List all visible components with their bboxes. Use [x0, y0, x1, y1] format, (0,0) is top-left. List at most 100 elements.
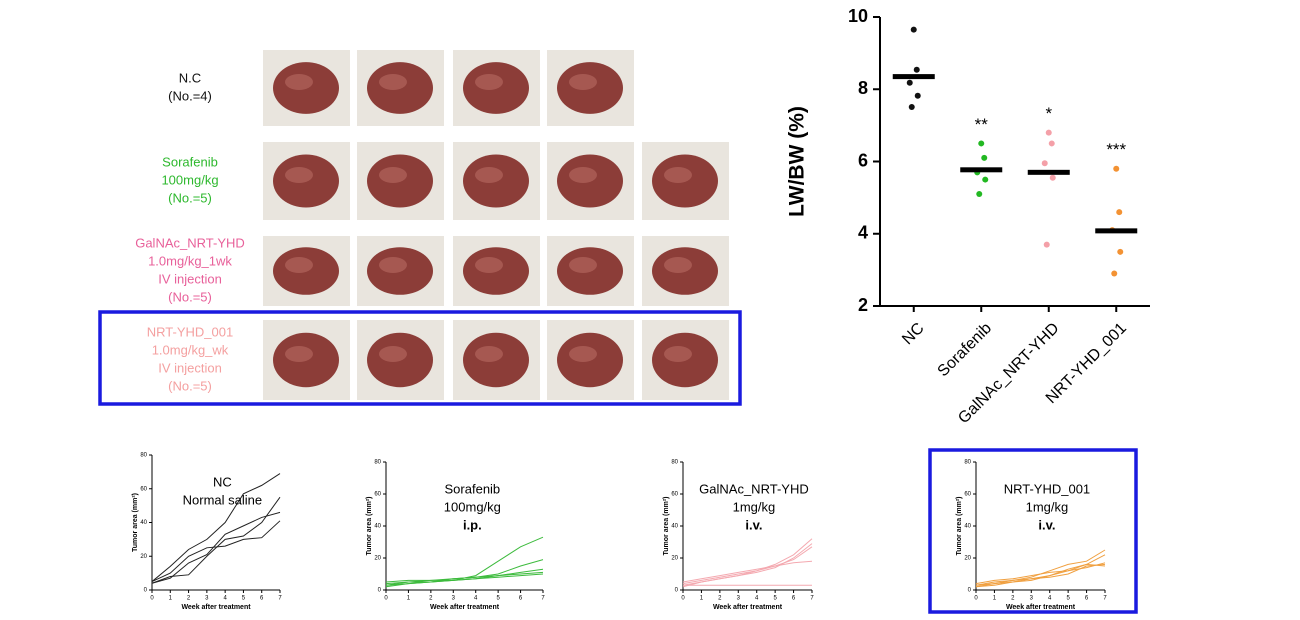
- series-line: [682, 543, 813, 586]
- y-tick-label: 20: [374, 556, 381, 562]
- liver-highlight: [569, 167, 597, 183]
- x-tick-label: 2: [718, 596, 722, 602]
- y-tick-label: 60: [671, 492, 678, 498]
- row-label: IV injection: [158, 360, 222, 375]
- liver-highlight: [664, 346, 692, 362]
- dot: [1113, 165, 1120, 172]
- dot: [906, 79, 913, 86]
- x-tick-label: NC: [899, 320, 927, 348]
- annotation: NC: [213, 474, 232, 489]
- y-tick-label: 2: [858, 295, 868, 315]
- series-line: [385, 571, 544, 583]
- series-line: [385, 568, 544, 586]
- dot: [982, 176, 989, 183]
- y-tick-label: 8: [858, 78, 868, 98]
- liver-highlight: [569, 74, 597, 90]
- x-tick-label: 0: [681, 596, 685, 602]
- annotation: NRT-YHD_001: [1004, 481, 1090, 496]
- x-tick-label: 5: [1066, 596, 1070, 602]
- annotation: i.v.: [1038, 517, 1055, 532]
- y-tick-label: 40: [671, 524, 678, 530]
- y-tick-label: 0: [378, 588, 382, 594]
- dot: [914, 92, 921, 99]
- y-tick-label: 80: [964, 460, 971, 466]
- x-tick-label: 1: [169, 596, 173, 602]
- dot: [976, 191, 983, 198]
- x-tick-label: 3: [205, 596, 209, 602]
- y-tick-label: 60: [374, 492, 381, 498]
- row-label: (No.=4): [168, 88, 212, 103]
- liver-highlight: [475, 257, 503, 273]
- x-tick-label: 0: [384, 596, 388, 602]
- dot: [1045, 129, 1052, 136]
- y-tick-label: 80: [140, 453, 147, 459]
- dot: [981, 154, 988, 161]
- row-label: NRT-YHD_001: [147, 324, 233, 339]
- row-label: 1.0mg/kg_1wk: [148, 253, 232, 268]
- annotation: 100mg/kg: [444, 499, 501, 514]
- series-line: [975, 549, 1106, 588]
- row-label: (No.=5): [168, 378, 212, 393]
- row-label: GalNAc_NRT-YHD: [135, 235, 245, 250]
- y-tick-label: 20: [140, 554, 147, 560]
- series-line: [975, 562, 1106, 585]
- dot: [1048, 140, 1055, 147]
- annotation: Sorafenib: [445, 481, 501, 496]
- series-line: [682, 546, 813, 585]
- y-tick-label: 6: [858, 150, 868, 170]
- dot: [908, 103, 915, 110]
- significance: **: [975, 115, 989, 134]
- y-axis-label: Tumor area (mm²): [956, 497, 963, 556]
- x-tick-label: 6: [1085, 596, 1089, 602]
- liver-highlight: [475, 74, 503, 90]
- row-label: 1.0mg/kg_wk: [152, 342, 229, 357]
- x-tick-label: 7: [541, 596, 545, 602]
- x-tick-label: 1: [993, 596, 997, 602]
- liver-highlight: [569, 346, 597, 362]
- annotation: GalNAc_NRT-YHD: [699, 481, 809, 496]
- series-line: [151, 496, 281, 584]
- x-axis-label: Week after treatment: [713, 604, 783, 611]
- y-tick-label: 80: [671, 460, 678, 466]
- annotation: 1mg/kg: [733, 499, 776, 514]
- y-tick-label: 0: [968, 588, 972, 594]
- row-label: IV injection: [158, 271, 222, 286]
- liver-highlight: [475, 167, 503, 183]
- row-label: 100mg/kg: [161, 172, 218, 187]
- y-tick-label: 20: [671, 556, 678, 562]
- dot: [910, 26, 917, 33]
- liver-highlight: [664, 167, 692, 183]
- highlight-box: [928, 448, 1138, 614]
- mean-bar: [960, 167, 1003, 173]
- annotation: 1mg/kg: [1026, 499, 1069, 514]
- annotation: i.v.: [745, 517, 762, 532]
- x-tick-label: 7: [810, 596, 814, 602]
- mean-bar: [1095, 228, 1138, 234]
- x-tick-label: 0: [974, 596, 978, 602]
- y-axis-label: Tumor area (mm²): [663, 497, 670, 556]
- significance: ***: [1106, 140, 1126, 159]
- annotation: i.p.: [463, 517, 482, 532]
- x-tick-label: 5: [496, 596, 500, 602]
- x-tick-label: 2: [1011, 596, 1015, 602]
- mean-bar: [892, 74, 935, 80]
- x-axis-label: Week after treatment: [181, 604, 251, 611]
- series-line: [151, 520, 281, 583]
- x-tick-label: 2: [429, 596, 433, 602]
- annotation: Normal saline: [183, 492, 262, 507]
- liver-highlight: [285, 346, 313, 362]
- dot: [913, 66, 920, 73]
- liver-highlight: [379, 167, 407, 183]
- x-tick-label: 3: [1030, 596, 1034, 602]
- series-line: [682, 560, 813, 583]
- x-tick-label: Sorafenib: [935, 320, 996, 381]
- liver-highlight: [379, 257, 407, 273]
- x-tick-label: 1: [407, 596, 411, 602]
- x-tick-label: 4: [474, 596, 478, 602]
- series-line: [385, 573, 544, 588]
- dot: [1049, 174, 1056, 181]
- row-label: Sorafenib: [162, 154, 218, 169]
- x-axis-label: Week after treatment: [1006, 604, 1076, 611]
- y-tick-label: 60: [140, 486, 147, 492]
